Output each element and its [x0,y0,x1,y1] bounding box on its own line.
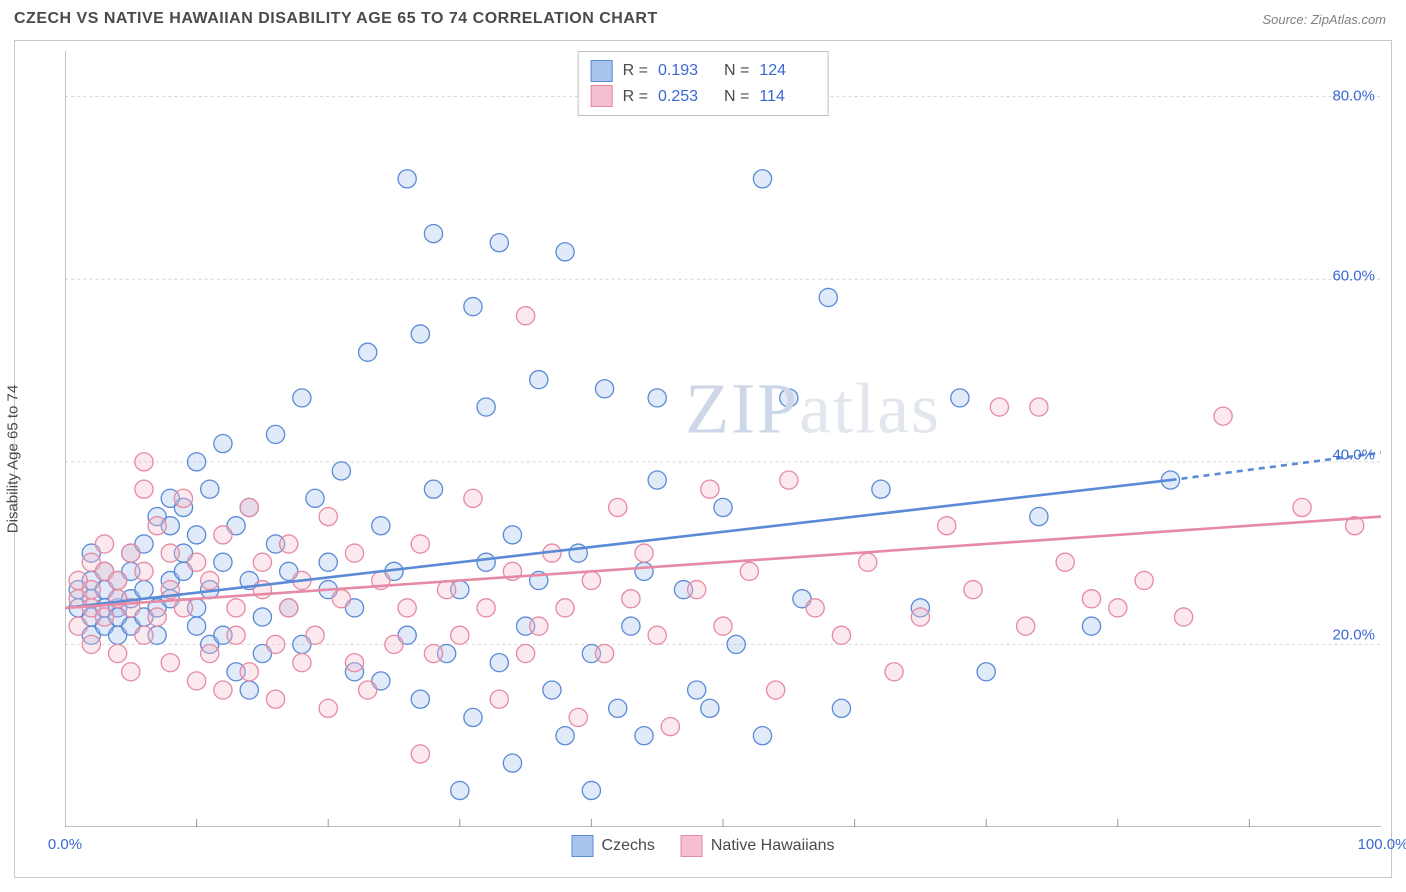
y-tick-label: 60.0% [1332,267,1375,284]
correlation-legend: R = 0.193 N = 124 R = 0.253 N = 114 [578,51,829,116]
legend-item: Czechs [572,835,655,857]
series-swatch-icon [572,835,594,857]
series-legend: Czechs Native Hawaiians [572,835,835,857]
r-label: R = [623,58,648,84]
r-label: R = [623,84,648,110]
n-value: 124 [759,58,815,84]
plot-area [65,51,1381,827]
series-swatch-icon [591,60,613,82]
correlation-row: R = 0.253 N = 114 [591,84,816,110]
y-tick-label: 20.0% [1332,627,1375,644]
r-value: 0.193 [658,58,714,84]
chart-container: Disability Age 65 to 74 ZIPatlas R = 0.1… [14,40,1392,878]
x-tick-label: 0.0% [48,836,82,853]
n-label: N = [724,84,749,110]
chart-title: CZECH VS NATIVE HAWAIIAN DISABILITY AGE … [14,10,658,28]
y-tick-label: 40.0% [1332,447,1375,464]
n-label: N = [724,58,749,84]
series-swatch-icon [681,835,703,857]
n-value: 114 [759,84,815,110]
y-tick-label: 80.0% [1332,87,1375,104]
series-swatch-icon [591,85,613,107]
r-value: 0.253 [658,84,714,110]
y-axis-label: Disability Age 65 to 74 [5,385,22,533]
correlation-row: R = 0.193 N = 124 [591,58,816,84]
legend-label: Native Hawaiians [711,837,835,855]
legend-item: Native Hawaiians [681,835,835,857]
legend-label: Czechs [602,837,655,855]
chart-source: Source: ZipAtlas.com [1262,12,1386,27]
x-tick-label: 100.0% [1358,836,1406,853]
